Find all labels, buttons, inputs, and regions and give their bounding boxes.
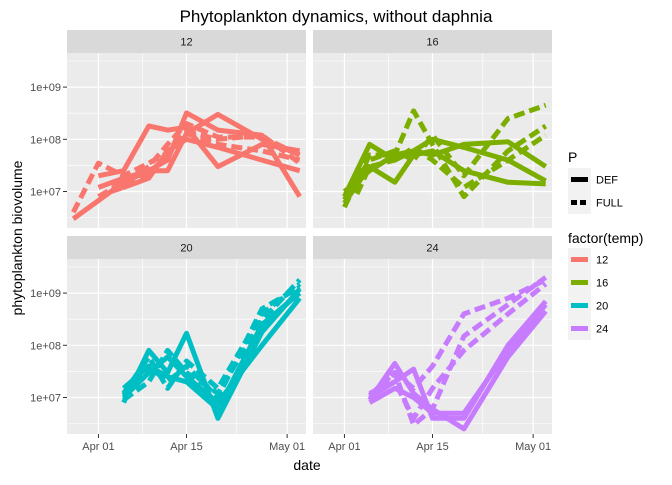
y-tick-label: 1e+09: [30, 82, 61, 94]
y-tick-label: 1e+08: [30, 134, 61, 146]
x-axis-label: date: [293, 457, 320, 473]
facet-strip: [67, 30, 306, 53]
y-tick-label: 1e+08: [30, 340, 61, 352]
y-tick-label: 1e+07: [30, 187, 61, 199]
panel-temp-16: 16: [313, 30, 552, 228]
legend-temperature-item-24: 24: [568, 317, 608, 340]
facet-strip-label: 16: [426, 37, 438, 49]
legend-temperature-label: 12: [596, 255, 608, 267]
series-line-temp-16-full-4: [342, 108, 548, 209]
legend-temperature: factor(temp) 12 16 20 24: [568, 230, 643, 340]
x-tick-label: Apr 01: [82, 441, 114, 453]
legend-linetype-item-def: DEF: [568, 168, 618, 191]
series-line-temp-20-def-1: [121, 287, 302, 421]
series-line-temp-16-full-6: [354, 133, 548, 195]
y-axis-label: phytoplankton biovolume: [9, 160, 25, 315]
series-line-temp-24-full-5: [367, 277, 547, 398]
legend-temperature-item-20: 20: [568, 294, 608, 317]
series-line-temp-24-def-3: [368, 303, 548, 416]
facet-strip-label: 24: [426, 243, 438, 255]
legend-temperature-item-16: 16: [568, 271, 608, 294]
series-line-temp-12-full-6: [97, 121, 301, 199]
series-line-temp-12-full-7: [110, 130, 301, 194]
chart-title: Phytoplankton dynamics, without daphnia: [180, 7, 493, 26]
series-line-temp-20-def-2: [121, 296, 302, 406]
x-tick-label: Apr 15: [170, 441, 202, 453]
legend-linetype: P DEF FULL: [568, 149, 623, 214]
legend-key-background: [568, 191, 591, 214]
legend-linetype-label: DEF: [596, 175, 618, 187]
facet-strip: [313, 236, 552, 259]
series-line-temp-16-full-5: [342, 102, 547, 201]
panel-temp-20: 20 1e+07 1e+08 1e+09 Apr 01 Apr 15 May 01: [30, 236, 306, 453]
series-line-temp-20-full-5: [122, 278, 302, 402]
y-tick-label: 1e+07: [30, 393, 61, 405]
legend-temperature-label: 16: [596, 278, 608, 290]
facet-strip: [313, 30, 552, 53]
panel-temp-24: 24 Apr 01 Apr 15 May 01: [313, 236, 552, 453]
x-tick-label: Apr 15: [416, 441, 448, 453]
series-line-temp-20-full-6: [121, 285, 301, 400]
facet-panels: 12 1e+07 1e+08 1e+09 16 20 1e+07 1e+08 1e+09 Apr …: [30, 30, 552, 453]
legend-linetype-title: P: [568, 149, 577, 165]
legend-linetype-item-full: FULL: [568, 191, 623, 214]
series-line-temp-24-def-2: [368, 299, 548, 421]
legend-temperature-label: 20: [596, 301, 608, 313]
legend-temperature-title: factor(temp): [568, 230, 643, 246]
x-tick-label: May 01: [269, 441, 305, 453]
x-tick-label: May 01: [515, 441, 551, 453]
x-tick-label: Apr 01: [328, 441, 360, 453]
series-line-temp-24-full-6: [368, 281, 548, 421]
facet-strip-label: 20: [180, 243, 192, 255]
legend-linetype-label: FULL: [596, 198, 623, 210]
panel-temp-12: 12 1e+07 1e+08 1e+09: [30, 30, 306, 228]
facet-strip: [67, 236, 306, 259]
legend-temperature-item-12: 12: [568, 248, 608, 271]
y-tick-label: 1e+09: [30, 288, 61, 300]
facet-strip-label: 12: [180, 37, 192, 49]
legend-temperature-label: 24: [596, 324, 608, 336]
